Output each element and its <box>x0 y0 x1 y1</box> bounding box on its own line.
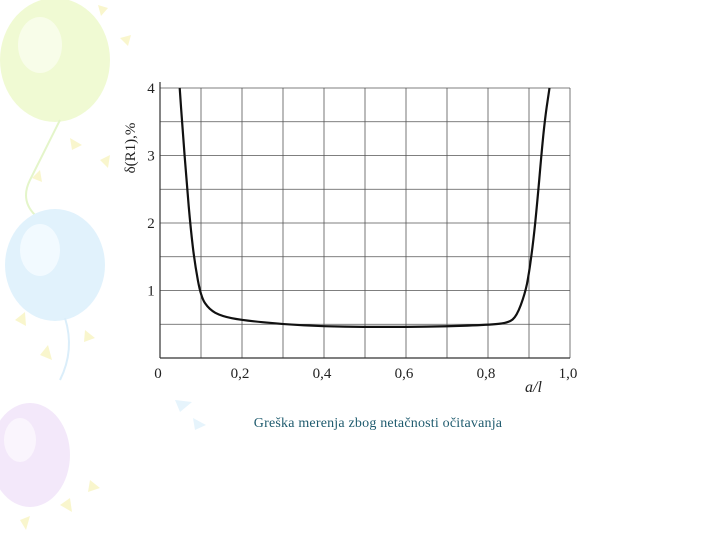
y-axis-label: δ(R1),% <box>123 123 139 174</box>
y-tick-label: 4 <box>147 81 155 97</box>
y-tick-label: 3 <box>147 149 155 165</box>
x-tick-label: 0,4 <box>313 366 332 382</box>
axes <box>159 82 570 359</box>
y-tick-label: 1 <box>147 284 155 300</box>
tick-labels: 0 0,2 0,4 0,6 0,8 1,0 1 2 3 4 <box>147 81 577 382</box>
y-tick-label: 2 <box>147 216 155 232</box>
chart-caption: Greška merenja zbog netačnosti očitavanj… <box>253 416 503 431</box>
grid <box>160 87 571 358</box>
x-tick-label: 0,6 <box>395 366 414 382</box>
x-axis-label: a/l <box>525 379 542 396</box>
x-tick-label: 1,0 <box>559 366 578 382</box>
x-tick-label: 0,8 <box>477 366 496 382</box>
x-tick-label: 0 <box>154 366 162 382</box>
series-layer <box>178 87 551 328</box>
series-line <box>178 87 551 328</box>
x-tick-label: 0,2 <box>231 366 250 382</box>
